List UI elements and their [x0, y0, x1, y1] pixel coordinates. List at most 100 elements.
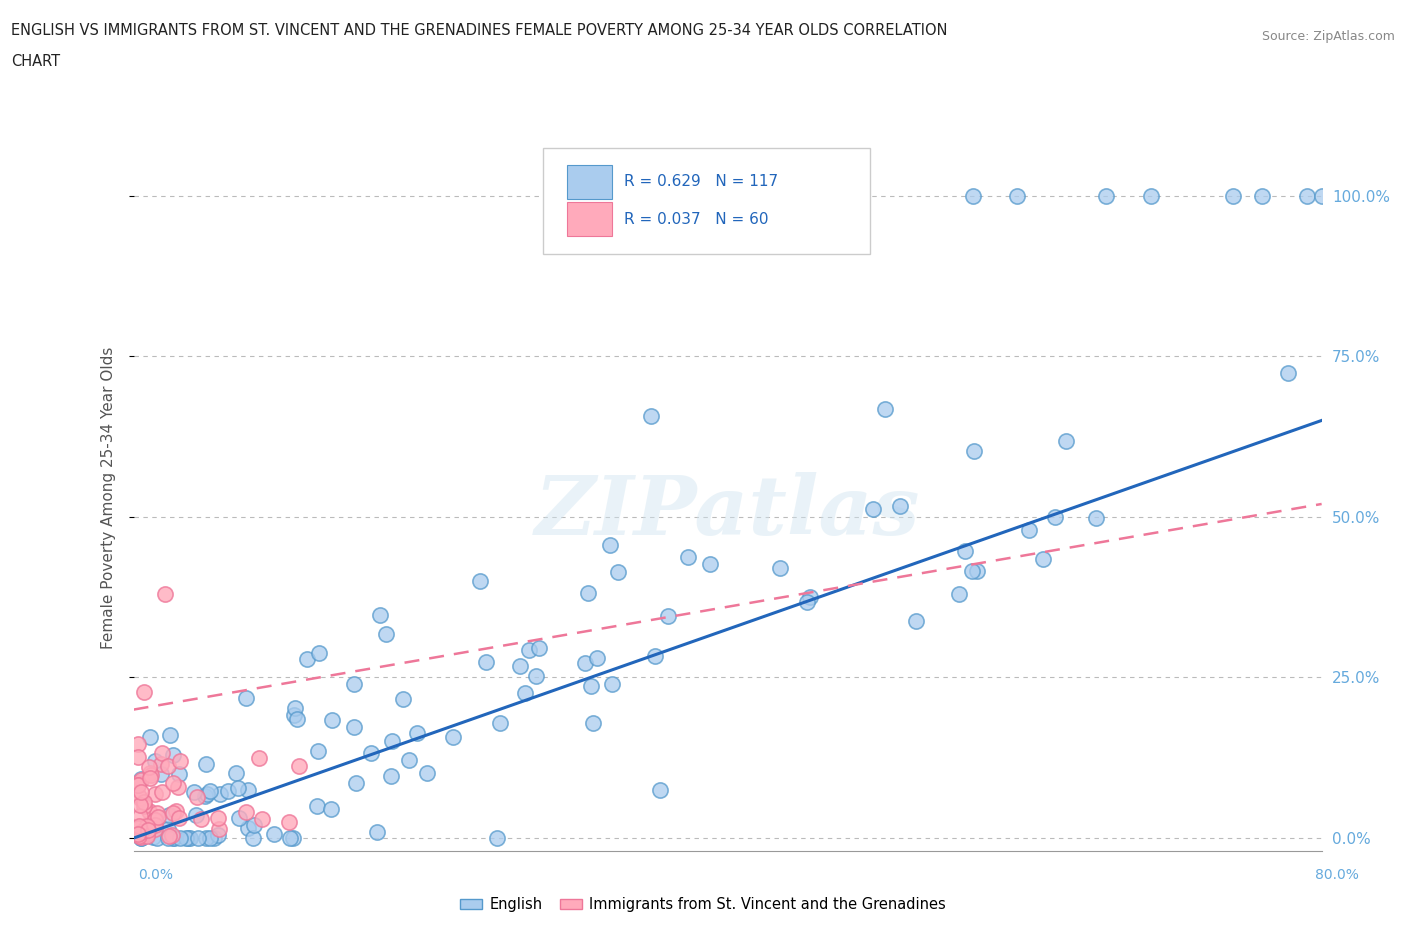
Point [131, 824, 153, 839]
Point [138, 817, 160, 831]
Point [287, 711, 309, 726]
Point [796, 595, 818, 610]
Point [146, 830, 169, 845]
Point [132, 684, 155, 699]
Point [136, 823, 159, 838]
Point [186, 790, 208, 804]
Point [162, 830, 184, 845]
Point [1140, 188, 1163, 203]
Point [142, 830, 165, 844]
Point [162, 748, 184, 763]
Point [284, 700, 307, 715]
Point [186, 807, 208, 822]
Point [517, 643, 540, 658]
Point [208, 821, 231, 836]
Point [166, 779, 188, 794]
Point [143, 753, 166, 768]
Point [167, 766, 190, 781]
Point [127, 778, 149, 793]
Point [406, 725, 429, 740]
Point [150, 766, 173, 781]
Point [157, 759, 180, 774]
Point [644, 649, 666, 664]
Point [129, 809, 152, 824]
Point [139, 765, 162, 780]
Point [307, 744, 329, 759]
Point [236, 820, 259, 835]
Point [225, 765, 247, 780]
Point [143, 817, 166, 832]
Text: CHART: CHART [11, 54, 60, 69]
Point [129, 772, 152, 787]
Point [176, 830, 198, 845]
Point [128, 829, 150, 844]
Point [217, 783, 239, 798]
Point [132, 795, 155, 810]
Point [307, 799, 329, 814]
Y-axis label: Female Poverty Among 25-34 Year Olds: Female Poverty Among 25-34 Year Olds [100, 346, 115, 649]
Point [157, 822, 180, 837]
Point [1084, 511, 1107, 525]
Point [200, 830, 222, 845]
Point [143, 787, 166, 802]
Point [162, 830, 184, 845]
Point [288, 758, 311, 773]
Point [129, 830, 152, 844]
Point [138, 804, 160, 818]
Point [486, 830, 509, 845]
Point [1277, 365, 1299, 380]
Point [862, 501, 884, 516]
Point [127, 750, 149, 764]
Text: R = 0.629   N = 117: R = 0.629 N = 117 [624, 174, 779, 189]
Point [127, 737, 149, 751]
Text: Source: ZipAtlas.com: Source: ZipAtlas.com [1261, 30, 1395, 43]
Point [889, 498, 911, 513]
Point [1295, 188, 1317, 203]
Point [174, 830, 197, 845]
Point [962, 188, 984, 203]
Point [160, 828, 183, 843]
Point [157, 829, 180, 844]
Point [146, 805, 169, 820]
Legend: English, Immigrants from St. Vincent and the Grenadines: English, Immigrants from St. Vincent and… [454, 891, 952, 918]
Point [150, 785, 173, 800]
Point [129, 830, 152, 845]
Text: 0.0%: 0.0% [138, 868, 173, 882]
Point [392, 692, 415, 707]
Text: R = 0.037   N = 60: R = 0.037 N = 60 [624, 211, 769, 227]
Point [574, 656, 596, 671]
Point [162, 776, 184, 790]
Point [368, 607, 391, 622]
Point [582, 715, 605, 730]
Point [441, 730, 464, 745]
Point [799, 590, 821, 604]
Point [470, 573, 492, 588]
Point [380, 769, 402, 784]
Point [1045, 510, 1067, 525]
Point [489, 715, 512, 730]
Point [524, 669, 547, 684]
Point [699, 557, 721, 572]
Point [243, 817, 266, 832]
Point [308, 645, 330, 660]
Point [127, 776, 149, 790]
Point [157, 830, 180, 845]
Point [143, 813, 166, 828]
Point [138, 730, 160, 745]
Point [1095, 188, 1118, 203]
Point [1032, 551, 1054, 566]
Point [247, 751, 270, 765]
Point [1310, 188, 1333, 203]
Point [321, 712, 343, 727]
Point [127, 787, 149, 802]
Point [190, 811, 212, 826]
Point [1222, 188, 1244, 203]
Point [159, 728, 181, 743]
Point [600, 676, 623, 691]
Point [135, 827, 157, 842]
Point [169, 830, 191, 845]
Point [295, 652, 318, 667]
Point [905, 614, 928, 629]
Point [128, 790, 150, 805]
Point [1054, 433, 1077, 448]
